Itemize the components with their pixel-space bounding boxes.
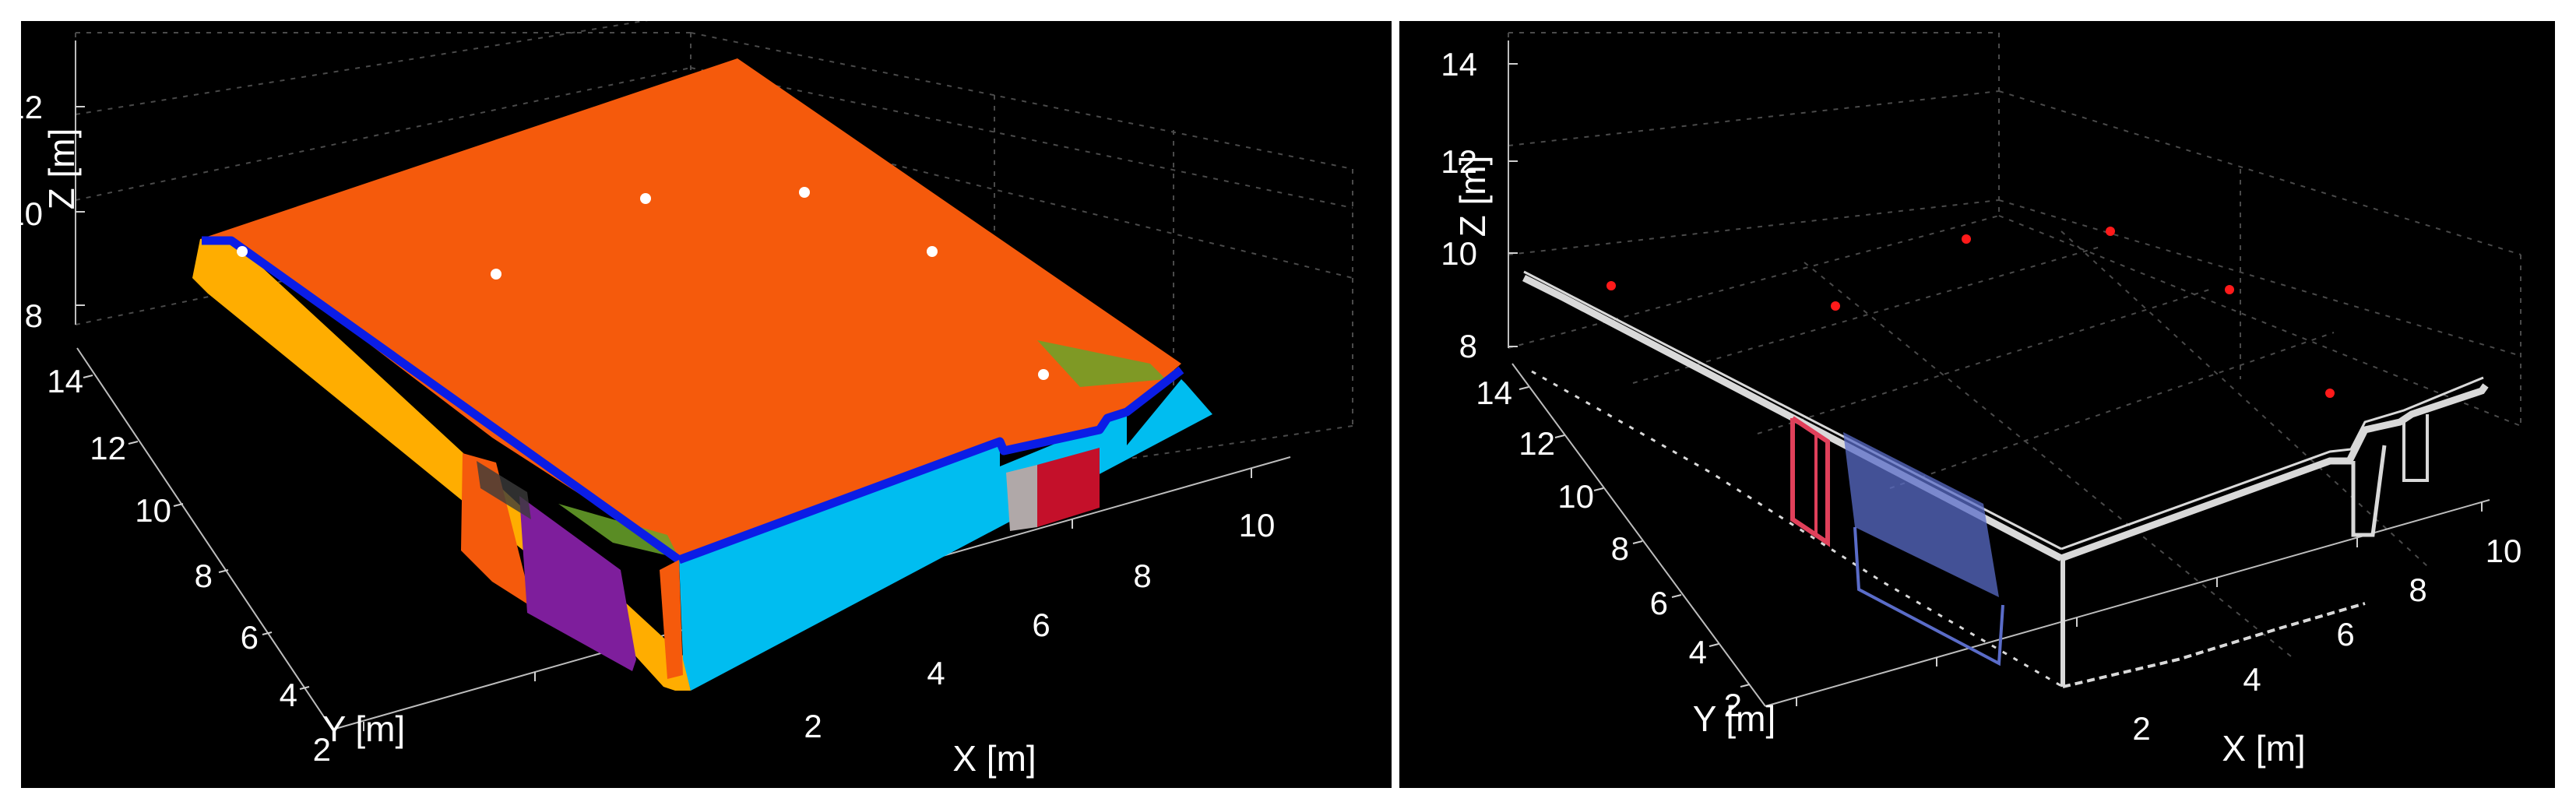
green-patch-far-corner [1037, 340, 1166, 387]
y-axis-line [76, 347, 333, 730]
x-tick-label: 10 [2486, 533, 2522, 569]
y-axis-line [1511, 363, 1766, 707]
z-tick-labels: 14 12 10 8 [1441, 46, 1477, 364]
y-tick-label: 10 [1557, 478, 1594, 515]
y-tick-label: 14 [47, 363, 83, 399]
door-purple-panel [519, 496, 636, 671]
y-tick-label: 2 [313, 731, 331, 768]
marker-point [1606, 281, 1616, 290]
y-tick-label: 12 [90, 430, 126, 466]
y-tick-label: 8 [1611, 530, 1629, 567]
ceiling-edge-left [202, 236, 682, 564]
marker-point [927, 246, 938, 257]
marker-point [1038, 369, 1049, 380]
segmented-pointcloud-panel: 12 10 8 14 12 10 8 6 4 2 2 4 6 8 10 Z [m… [21, 21, 1392, 788]
markers [237, 187, 1049, 380]
window-region [1843, 432, 1999, 597]
x-tick-label: 6 [1032, 607, 1050, 643]
marker-point [2225, 285, 2234, 294]
wall-line-x-side [2060, 383, 2489, 562]
marker-point [2325, 389, 2335, 398]
raw-pointcloud-panel: 14 12 10 8 14 12 10 8 6 4 2 2 4 6 8 10 Z… [1399, 21, 2555, 788]
y-tick-label: 14 [1476, 375, 1512, 411]
marker-point [1962, 234, 1971, 244]
crimson-box-side [1006, 465, 1037, 531]
z-tick-label: 8 [25, 297, 43, 334]
door-right-frame-2 [2402, 414, 2429, 482]
ceiling-surface [200, 58, 1181, 558]
x-tick-label: 4 [927, 655, 945, 691]
x-axis-label: X [m] [952, 738, 1036, 779]
green-patch-near-corner [558, 504, 679, 558]
wall-line-x-side-top [2060, 376, 2484, 550]
x-tick-label: 4 [2243, 661, 2261, 698]
z-axis-label: Z [m] [41, 128, 82, 210]
y-tick-label: 4 [280, 677, 297, 713]
y-tick-label: 8 [195, 558, 213, 594]
z-tick-label: 12 [21, 89, 43, 125]
segmented-pointcloud-plot: 12 10 8 14 12 10 8 6 4 2 2 4 6 8 10 Z [m… [21, 21, 1353, 779]
y-axis-label: Y [m] [1693, 698, 1776, 739]
room-model [192, 58, 1212, 691]
corner-orange-strip [660, 560, 683, 679]
y-tick-labels: 14 12 10 8 6 4 2 [1476, 375, 1742, 723]
z-tick-label: 14 [1441, 46, 1477, 83]
z-tick-label: 10 [21, 195, 43, 232]
floor-edge-points [2062, 602, 2366, 688]
marker-point [640, 193, 651, 204]
x-tick-label: 2 [804, 708, 822, 744]
x-tick-labels: 2 4 6 8 10 [804, 507, 1275, 744]
x-tick-label: 6 [2336, 616, 2354, 652]
crimson-box [1037, 448, 1100, 527]
markers [1606, 227, 2335, 398]
x-tick-label: 2 [2132, 710, 2150, 747]
y-tick-label: 12 [1519, 425, 1555, 462]
raw-pointcloud-plot: 14 12 10 8 14 12 10 8 6 4 2 2 4 6 8 10 Z… [1441, 32, 2521, 769]
marker-point [2106, 227, 2115, 236]
z-tick-label: 8 [1459, 328, 1477, 364]
door-frame [1790, 416, 1830, 547]
x-tick-label: 8 [1133, 558, 1151, 594]
z-axis-label: Z [m] [1452, 156, 1493, 237]
y-tick-label: 4 [1689, 634, 1707, 670]
floor-edge-y-side [1531, 370, 2064, 688]
x-axis-label: X [m] [2222, 728, 2305, 769]
x-tick-label: 10 [1239, 507, 1276, 543]
z-tick-labels: 12 10 8 [21, 89, 43, 334]
marker-point [491, 269, 501, 280]
door-right-frame [2351, 445, 2387, 537]
x-tick-labels: 2 4 6 8 10 [2132, 533, 2521, 747]
window-sill [1853, 526, 2004, 667]
marker-point [237, 246, 248, 257]
z-tick-label: 10 [1441, 235, 1477, 272]
marker-point [799, 187, 810, 198]
wall-points [1522, 270, 2489, 688]
tick-marks [1508, 63, 2483, 706]
y-tick-label: 6 [241, 619, 259, 656]
door-orange-panel [461, 453, 551, 613]
y-tick-label: 2 [1724, 687, 1742, 723]
x-tick-label: 8 [2409, 572, 2426, 608]
door-dark-frame [477, 461, 531, 519]
marker-point [1831, 301, 1840, 311]
y-tick-label: 10 [135, 492, 171, 529]
y-axis-label: Y [m] [322, 709, 406, 749]
y-tick-labels: 14 12 10 8 6 4 2 [47, 363, 331, 768]
z-tick-label: 12 [1441, 143, 1477, 180]
ceiling-edge-front [677, 366, 1184, 565]
y-tick-label: 6 [1650, 585, 1668, 621]
